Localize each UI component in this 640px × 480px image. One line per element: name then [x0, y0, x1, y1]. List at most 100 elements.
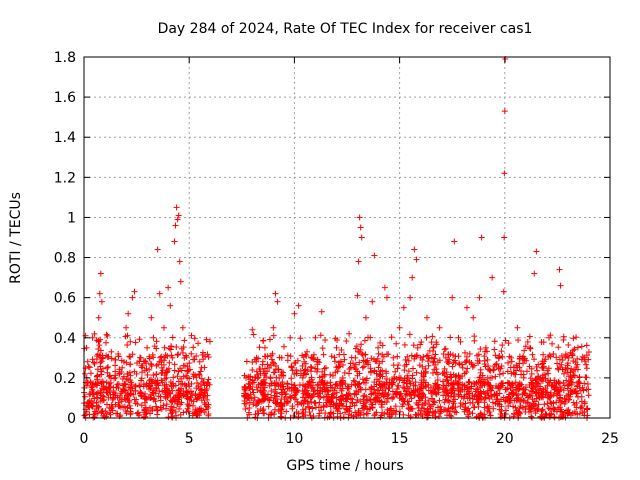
data-point-bg [523, 403, 530, 410]
data-point [409, 274, 416, 281]
data-point-bg [457, 403, 464, 410]
data-point-bg [526, 363, 533, 370]
data-point-bg [278, 389, 285, 396]
data-point-bg [466, 394, 473, 401]
data-point [270, 324, 277, 331]
data-point-bg [331, 354, 338, 361]
data-point-bg [547, 332, 554, 339]
data-point-bg [147, 385, 154, 392]
data-point-bg [526, 409, 533, 416]
data-point [123, 324, 130, 331]
data-point [116, 394, 123, 401]
data-point-bg [314, 368, 321, 375]
data-point-bg [198, 390, 205, 397]
data-point [478, 234, 485, 241]
data-point-bg [107, 379, 114, 386]
data-point-bg [564, 369, 571, 376]
data-point-bg [127, 354, 134, 361]
data-point-bg [555, 344, 562, 351]
data-point-bg [302, 360, 309, 367]
data-point-bg [96, 342, 103, 349]
data-point [569, 350, 576, 357]
data-point-bg [327, 371, 334, 378]
data-point-bg [444, 377, 451, 384]
data-point-bg [112, 401, 119, 408]
data-point-bg [198, 375, 205, 382]
data-point-bg [450, 398, 457, 405]
data-point [476, 294, 483, 301]
data-point-bg [382, 368, 389, 375]
data-point-bg [173, 344, 180, 351]
data-point-bg [363, 399, 370, 406]
data-point-bg [490, 405, 497, 412]
data-point-bg [422, 368, 429, 375]
data-point-bg [562, 398, 569, 405]
data-point-bg [246, 405, 253, 412]
data-point-bg [541, 358, 548, 365]
data-point-bg [550, 391, 557, 398]
data-point [108, 348, 115, 355]
data-point-bg [99, 392, 106, 399]
data-point [390, 354, 397, 361]
data-point-bg [447, 334, 454, 341]
data-point-bg [424, 352, 431, 359]
data-point-bg [299, 394, 306, 401]
data-point-bg [351, 391, 358, 398]
data-point-bg [334, 408, 341, 415]
data-point-bg [127, 390, 134, 397]
data-point-bg [261, 353, 268, 360]
data-point-bg [495, 355, 502, 362]
data-point-bg [193, 410, 200, 417]
data-point-bg [276, 375, 283, 382]
data-point-bg [185, 367, 192, 374]
data-point-bg [336, 351, 343, 358]
data-point-bg [409, 389, 416, 396]
x-tick-label: 20 [496, 431, 514, 447]
data-point-bg [425, 381, 432, 388]
data-point-bg [581, 380, 588, 387]
data-point-bg [581, 358, 588, 365]
data-point-bg [354, 396, 361, 403]
data-point [295, 302, 302, 309]
data-point-bg [185, 403, 192, 410]
data-point-bg [553, 399, 560, 406]
data-point [539, 364, 546, 371]
data-point-bg [585, 386, 592, 393]
data-point-bg [510, 403, 517, 410]
data-point-bg [268, 394, 275, 401]
data-point-bg [425, 387, 432, 394]
data-point-bg [129, 385, 136, 392]
data-point-bg [440, 351, 447, 358]
y-tick-label: 1 [67, 210, 76, 226]
data-point-bg [141, 399, 148, 406]
data-point-bg [120, 404, 127, 411]
data-point-bg [423, 334, 430, 341]
data-point-bg [302, 405, 309, 412]
data-point-bg [408, 352, 415, 359]
data-point [169, 354, 176, 361]
data-point-bg [122, 381, 129, 388]
data-point-bg [507, 385, 514, 392]
data-point-bg [357, 412, 364, 419]
data-point-bg [546, 413, 553, 420]
data-point-bg [283, 408, 290, 415]
data-point-bg [321, 373, 328, 380]
data-point-bg [171, 367, 178, 374]
data-point-bg [395, 382, 402, 389]
y-tick-labels: 0 0.2 0.4 0.6 0.8 1 1.2 1.4 1.6 1.8 [54, 50, 76, 427]
data-point-bg [253, 368, 260, 375]
data-point-bg [103, 339, 110, 346]
data-point [557, 282, 564, 289]
data-point-bg [120, 373, 127, 380]
data-point-bg [498, 348, 505, 355]
data-point-bg [198, 397, 205, 404]
data-point-bg [459, 381, 466, 388]
data-point-bg [534, 367, 541, 374]
data-point [354, 292, 361, 299]
data-point [322, 364, 329, 371]
data-point-bg [387, 405, 394, 412]
data-point [329, 384, 336, 391]
data-point-bg [163, 374, 170, 381]
data-point [174, 216, 181, 223]
data-point [205, 404, 212, 411]
